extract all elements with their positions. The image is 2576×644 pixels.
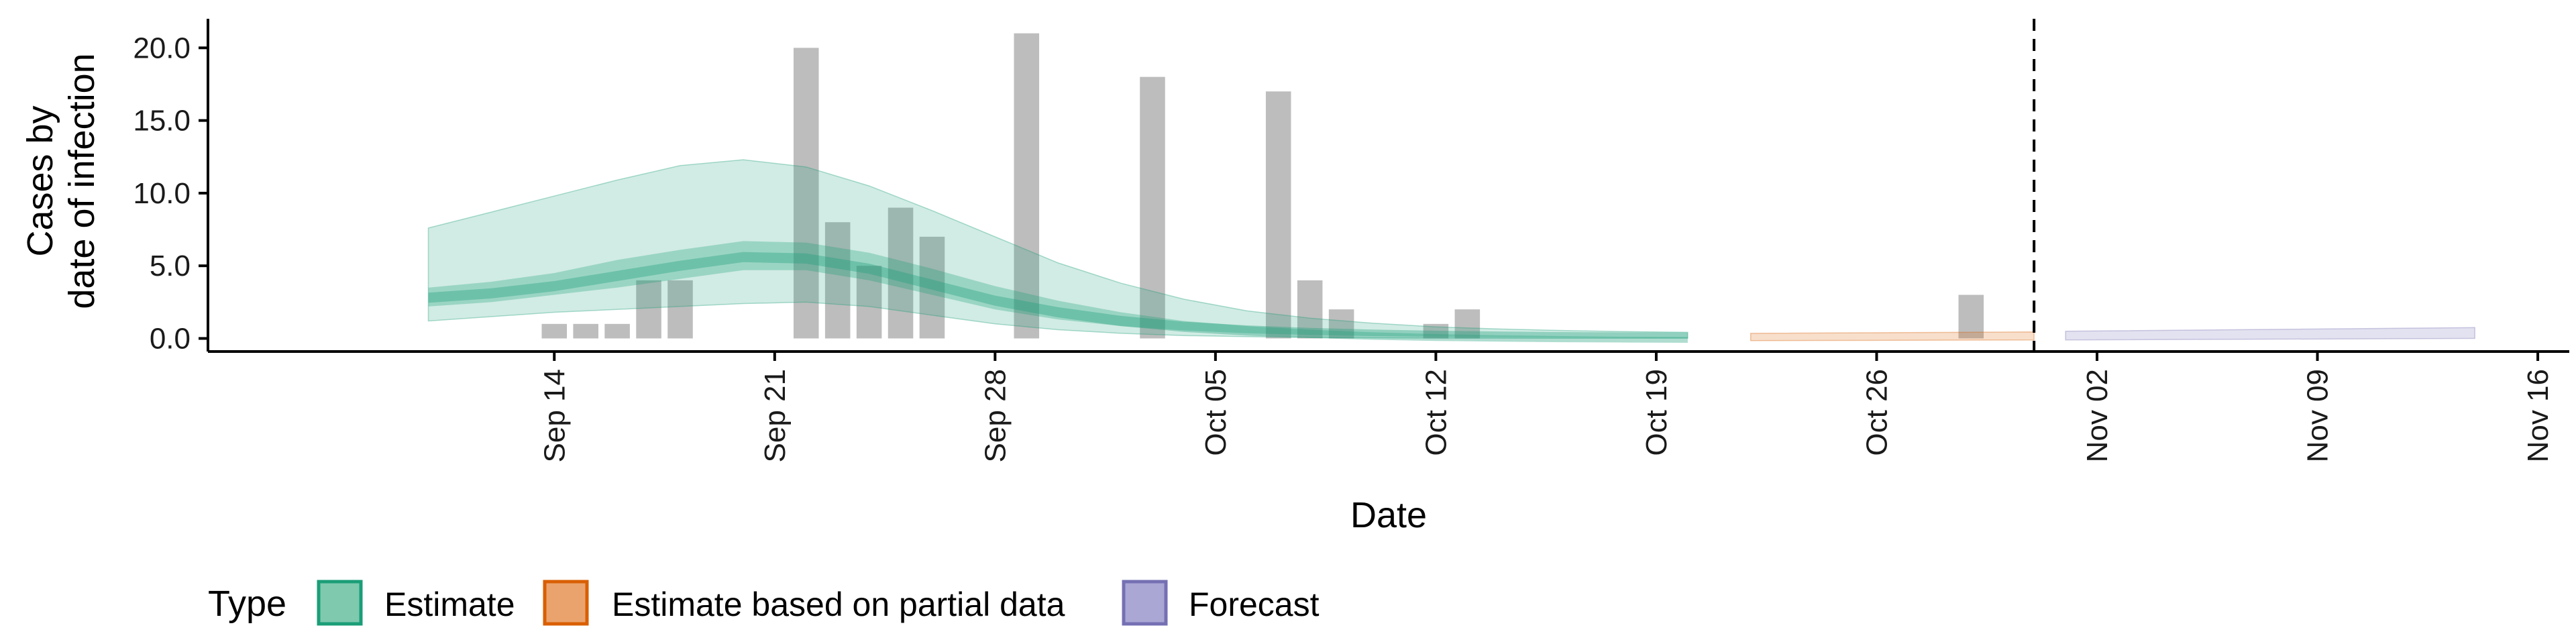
y-axis-title-line-2: date of infection xyxy=(62,53,102,309)
case-bar xyxy=(919,236,945,339)
legend-label-partial: Estimate based on partial data xyxy=(612,586,1065,623)
case-bar xyxy=(1328,309,1354,339)
estimate-bands xyxy=(427,159,2475,343)
legend-item-estimate: Estimate xyxy=(317,580,515,626)
x-axis-title: Date xyxy=(1350,495,1427,535)
x-tick-label: Sep 14 xyxy=(538,369,571,462)
legend-item-partial: Estimate based on partial data xyxy=(543,580,1065,626)
case-bar xyxy=(604,323,630,339)
legend-label-forecast: Forecast xyxy=(1189,586,1320,623)
x-tick-label: Oct 26 xyxy=(1860,369,1893,456)
band-90-1 xyxy=(1750,331,2035,341)
x-tick-label: Oct 19 xyxy=(1640,369,1673,456)
case-bar xyxy=(636,280,661,339)
x-tick-label: Nov 02 xyxy=(2081,369,2114,462)
y-tick-label: 0.0 xyxy=(150,323,191,356)
y-tick-label: 10.0 xyxy=(133,177,191,210)
legend-item-forecast: Forecast xyxy=(1122,580,1320,626)
y-axis-title-line-1: Cases by xyxy=(20,105,60,256)
axes: 0.0 5.0 10.0 15.0 20.0 Sep 14 Sep 21 Sep 28 Oct … xyxy=(133,19,2569,462)
case-bar xyxy=(1014,33,1040,339)
x-tick-label: Nov 09 xyxy=(2302,369,2334,462)
band-90-2 xyxy=(2065,327,2475,341)
band-50-0 xyxy=(428,241,1688,338)
case-bar xyxy=(1423,323,1449,339)
legend-swatch-partial xyxy=(543,580,589,626)
case-bar xyxy=(824,222,851,339)
y-axis-title: Cases by date of infection xyxy=(20,53,102,309)
case-bar xyxy=(1140,76,1165,339)
case-bar xyxy=(667,280,693,339)
case-bar xyxy=(1454,309,1481,339)
legend: Type Estimate Estimate based on partial … xyxy=(208,580,1320,626)
legend-title: Type xyxy=(208,584,286,624)
case-bar xyxy=(888,207,914,339)
case-bar xyxy=(1958,294,1984,339)
case-bar xyxy=(1297,280,1323,339)
band-median-0 xyxy=(428,252,1688,343)
y-tick-label: 15.0 xyxy=(133,105,191,138)
reported-cases-bars xyxy=(541,33,1984,339)
x-tick-label: Sep 21 xyxy=(759,369,792,462)
case-bar xyxy=(541,323,568,339)
case-bar xyxy=(1265,91,1291,339)
legend-swatch-forecast xyxy=(1122,580,1168,626)
legend-swatch-estimate xyxy=(317,580,363,626)
y-tick-label: 20.0 xyxy=(133,32,191,64)
case-bar xyxy=(856,266,882,339)
x-tick-label: Oct 05 xyxy=(1199,369,1232,456)
x-tick-label: Oct 12 xyxy=(1419,369,1452,456)
x-tick-label: Sep 28 xyxy=(979,369,1012,462)
x-tick-label: Nov 16 xyxy=(2522,369,2555,462)
legend-label-estimate: Estimate xyxy=(384,586,515,623)
y-tick-label: 5.0 xyxy=(150,250,191,282)
case-bar xyxy=(793,48,819,339)
band-90-0 xyxy=(427,159,1688,339)
case-bar xyxy=(573,323,598,339)
